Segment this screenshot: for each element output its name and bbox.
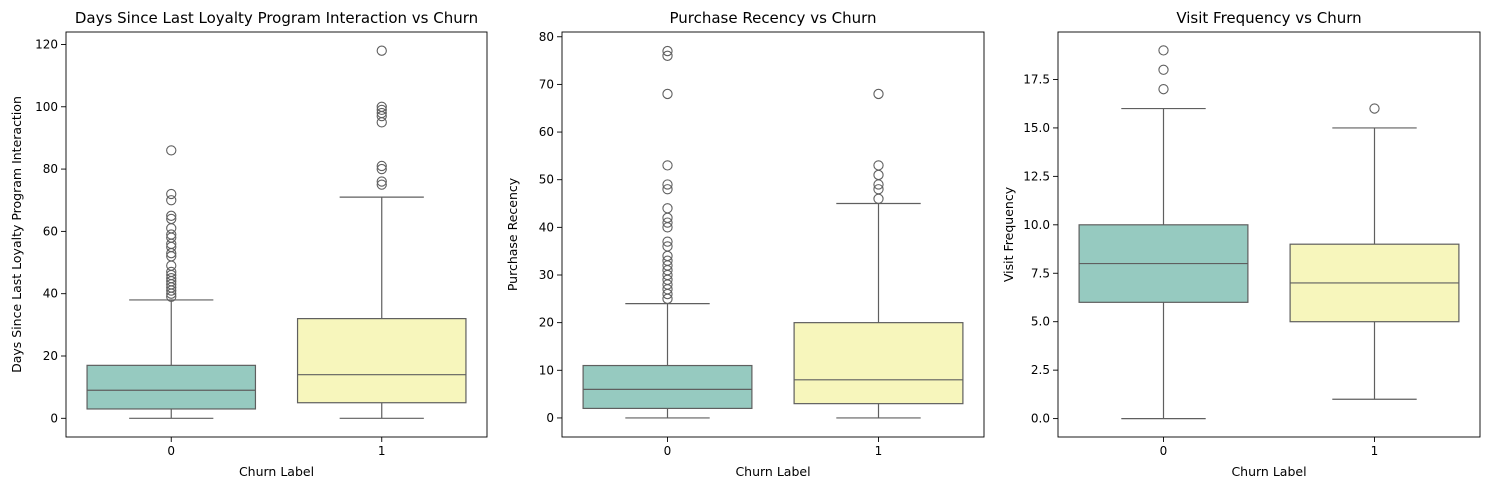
chart-title: Visit Frequency vs Churn xyxy=(1176,9,1361,27)
box-churn-0 xyxy=(1078,45,1249,420)
y-axis-label: Purchase Recency xyxy=(505,177,520,291)
y-axis-label: Days Since Last Loyalty Program Interact… xyxy=(9,96,24,373)
outlier-point xyxy=(166,229,177,240)
outlier-point xyxy=(1158,45,1169,56)
outlier-point xyxy=(873,184,884,195)
y-tick-label: 30 xyxy=(539,268,554,282)
outlier-point xyxy=(166,213,177,225)
y-tick-label: 17.5 xyxy=(1023,72,1050,86)
outlier-point xyxy=(376,45,387,56)
outlier-point xyxy=(166,272,177,284)
boxplot-panel-3: Visit Frequency vs Churn 0.0 2.5 5.0 7.5 10.0… xyxy=(1001,9,1481,479)
outlier-point xyxy=(873,193,884,204)
outlier-point xyxy=(662,217,673,228)
x-tick-label: 1 xyxy=(378,444,386,458)
box-churn-1 xyxy=(793,88,964,419)
boxplot-panel-2: Purchase Recency vs Churn010203040506070… xyxy=(505,9,985,479)
outlier-point xyxy=(376,176,387,187)
x-axis-label: Churn Label xyxy=(239,464,314,479)
iqr-box xyxy=(582,364,753,410)
y-tick-label: 60 xyxy=(539,125,554,139)
outlier-point xyxy=(662,50,673,61)
outlier-point xyxy=(662,160,673,171)
outlier-point xyxy=(1158,64,1169,75)
boxplot-panel-1: Days Since Last Loyalty Program Interact… xyxy=(9,9,488,479)
outlier-point xyxy=(873,88,884,100)
outlier-point xyxy=(376,179,387,190)
y-tick-label: 12.5 xyxy=(1023,169,1050,183)
x-tick-label: 1 xyxy=(875,444,883,458)
outlier-point xyxy=(662,203,673,214)
y-tick-label: 80 xyxy=(539,30,554,44)
outlier-point xyxy=(166,188,177,200)
y-tick-label: 120 xyxy=(35,37,58,51)
y-tick-label: 0 xyxy=(546,411,554,425)
outlier-point xyxy=(166,260,177,271)
y-tick-label: 2.5 xyxy=(1031,363,1050,377)
outlier-point xyxy=(1158,84,1169,95)
y-tick-label: 10.0 xyxy=(1023,218,1050,232)
y-tick-label: 70 xyxy=(539,77,554,91)
y-tick-label: 0 xyxy=(50,411,58,425)
outlier-point xyxy=(873,160,884,171)
outlier-point xyxy=(662,88,673,100)
outlier-point xyxy=(662,241,673,252)
y-tick-label: 60 xyxy=(43,224,58,238)
outlier-point xyxy=(376,163,387,175)
iqr-box xyxy=(296,318,467,404)
box-churn-0 xyxy=(86,145,257,419)
outlier-point xyxy=(662,255,673,266)
outlier-point xyxy=(166,223,177,234)
outlier-point xyxy=(166,195,177,206)
x-tick-label: 0 xyxy=(664,444,672,458)
outlier-point xyxy=(662,45,673,57)
y-tick-label: 7.5 xyxy=(1031,266,1050,280)
outlier-point xyxy=(166,210,177,221)
outlier-point xyxy=(376,104,387,116)
y-tick-label: 15.0 xyxy=(1023,121,1050,135)
plot-frame xyxy=(1057,31,1481,438)
y-tick-label: 40 xyxy=(539,220,554,234)
outlier-point xyxy=(376,107,387,119)
iqr-box xyxy=(86,364,257,410)
y-tick-label: 0.0 xyxy=(1031,412,1050,426)
box-churn-1 xyxy=(296,45,467,419)
y-tick-label: 40 xyxy=(43,287,58,301)
y-tick-label: 10 xyxy=(539,363,554,377)
outlier-point xyxy=(376,160,387,172)
box-churn-0 xyxy=(582,45,753,419)
y-tick-label: 50 xyxy=(539,173,554,187)
outlier-point xyxy=(376,101,387,112)
x-tick-label: 0 xyxy=(167,444,175,458)
x-axis-label: Churn Label xyxy=(735,464,810,479)
iqr-box xyxy=(793,322,964,405)
chart-title: Days Since Last Loyalty Program Interact… xyxy=(75,9,478,27)
x-tick-label: 1 xyxy=(1371,444,1379,458)
outlier-point xyxy=(662,236,673,247)
y-axis-label: Visit Frequency xyxy=(1001,186,1016,282)
outlier-point xyxy=(1369,103,1380,114)
plot-frame xyxy=(561,31,985,438)
outlier-point xyxy=(873,169,884,181)
outlier-point xyxy=(662,184,673,195)
y-tick-label: 20 xyxy=(539,316,554,330)
plot-frame xyxy=(65,31,488,438)
chart-title: Purchase Recency vs Churn xyxy=(669,9,876,27)
x-axis-label: Churn Label xyxy=(1231,464,1306,479)
y-tick-label: 100 xyxy=(35,100,58,114)
y-tick-label: 5.0 xyxy=(1031,315,1050,329)
outlier-point xyxy=(166,145,177,156)
outlier-point xyxy=(662,179,673,190)
outlier-point xyxy=(166,266,177,278)
box-churn-1 xyxy=(1289,103,1460,400)
y-tick-label: 20 xyxy=(43,349,58,363)
y-tick-label: 80 xyxy=(43,162,58,176)
x-tick-label: 0 xyxy=(1160,444,1168,458)
